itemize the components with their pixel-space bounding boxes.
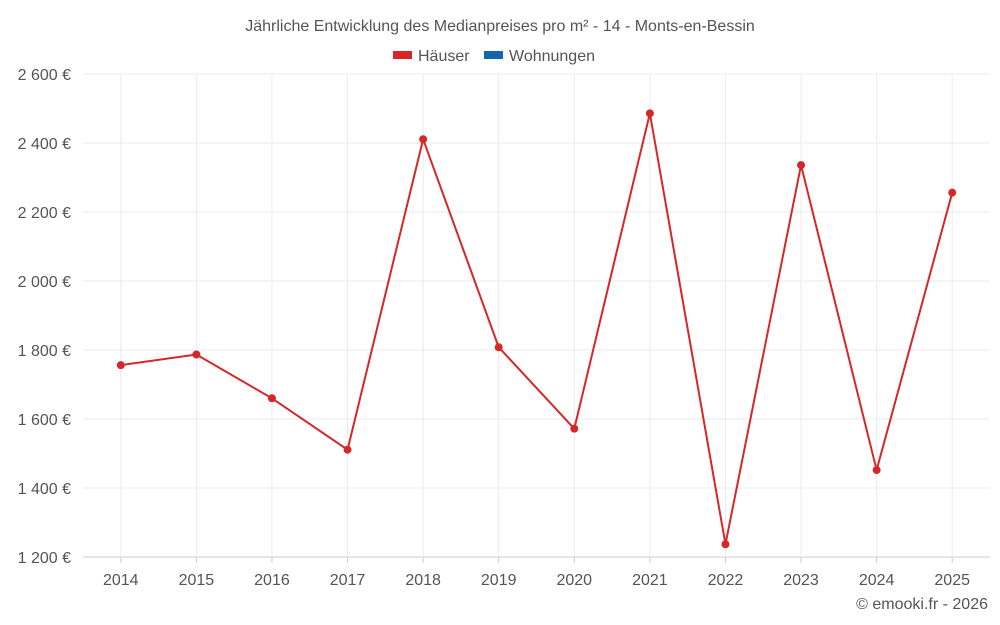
x-axis: 2014 2015 2016 2017 2018 2019 2020 2021 2022 2023… [103, 557, 970, 589]
y-tick-label: 1 600 € [18, 412, 71, 429]
data-point-2014[interactable] [116, 361, 125, 370]
data-point-2020[interactable] [570, 424, 579, 433]
y-tick-label: 2 200 € [18, 205, 71, 222]
legend-item-haeuser[interactable]: Häuser [393, 48, 470, 65]
x-tick-label: 2014 [103, 572, 139, 589]
data-point-2025[interactable] [948, 188, 957, 197]
x-tick-label: 2018 [405, 572, 441, 589]
legend-label-haeuser: Häuser [418, 48, 470, 65]
legend-label-wohnungen: Wohnungen [509, 48, 595, 65]
chart-title: Jährliche Entwicklung des Medianpreises … [245, 18, 755, 35]
data-point-2021[interactable] [645, 109, 654, 118]
data-point-2022[interactable] [721, 540, 730, 549]
x-tick-label: 2021 [632, 572, 668, 589]
y-tick-label: 2 000 € [18, 274, 71, 291]
y-tick-label: 2 400 € [18, 136, 71, 153]
x-tick-label: 2016 [254, 572, 290, 589]
x-tick-label: 2019 [481, 572, 517, 589]
data-point-2017[interactable] [343, 445, 352, 454]
data-point-2018[interactable] [419, 135, 428, 144]
data-point-2024[interactable] [872, 466, 881, 475]
legend-swatch-wohnungen [484, 51, 503, 59]
y-tick-label: 1 400 € [18, 481, 71, 498]
data-point-2023[interactable] [797, 161, 806, 170]
x-tick-label: 2022 [708, 572, 744, 589]
y-tick-label: 2 600 € [18, 67, 71, 84]
data-point-2016[interactable] [267, 394, 276, 403]
x-tick-label: 2025 [934, 572, 970, 589]
x-tick-label: 2015 [179, 572, 215, 589]
y-tick-label: 1 200 € [18, 550, 71, 567]
data-point-2019[interactable] [494, 343, 503, 352]
x-tick-label: 2017 [330, 572, 366, 589]
series-haeuser [116, 109, 957, 549]
legend: Häuser Wohnungen [393, 48, 595, 65]
data-point-2015[interactable] [192, 350, 201, 359]
y-tick-label: 1 800 € [18, 343, 71, 360]
x-tick-label: 2023 [783, 572, 819, 589]
legend-swatch-haeuser [393, 51, 412, 59]
x-tick-label: 2024 [859, 572, 895, 589]
x-tick-label: 2020 [556, 572, 592, 589]
y-axis: 1 200 € 1 400 € 1 600 € 1 800 € 2 000 € 2 200… [18, 67, 71, 567]
series-line-haeuser [120, 113, 954, 545]
grid [83, 73, 990, 558]
legend-item-wohnungen[interactable]: Wohnungen [484, 48, 595, 65]
credit-text: © emooki.fr - 2026 [856, 596, 988, 613]
